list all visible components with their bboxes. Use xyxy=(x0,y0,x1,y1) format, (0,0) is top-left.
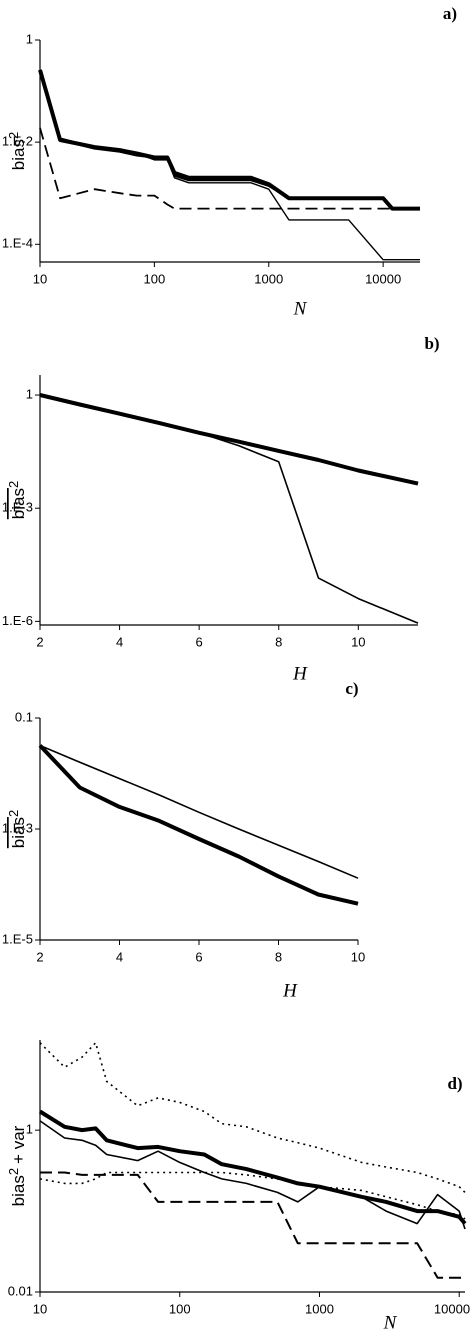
x-tick-label: 4 xyxy=(116,949,123,964)
x-tick-label: 10000 xyxy=(365,271,401,286)
series-line xyxy=(38,69,420,210)
y-tick-label: 1.E-3 xyxy=(2,500,33,515)
x-tick-label: 1000 xyxy=(254,271,283,286)
x-tick-label: 10 xyxy=(33,271,47,286)
y-axis-label: bias2 xyxy=(6,481,28,519)
y-label-text: bias xyxy=(9,1175,28,1206)
x-tick-label: 1000 xyxy=(305,1301,334,1316)
series-line xyxy=(39,69,420,261)
series-line xyxy=(39,1042,466,1193)
series-line xyxy=(39,127,420,210)
y-tick-label: 1 xyxy=(26,1122,33,1137)
series-line xyxy=(38,1109,467,1225)
y-label-text: bias xyxy=(9,817,28,848)
series-line xyxy=(39,1171,466,1220)
y-label-suffix: + var xyxy=(9,1125,28,1164)
y-tick-label: 0.01 xyxy=(8,1283,33,1298)
y-label-sup: 2 xyxy=(6,481,21,488)
x-tick-label: 6 xyxy=(195,949,202,964)
x-tick-label: 4 xyxy=(116,634,123,649)
y-label-text: bias xyxy=(9,488,28,519)
x-tick-label: 8 xyxy=(275,634,282,649)
y-tick-label: 1.E-3 xyxy=(2,820,33,835)
y-label-sup: 2 xyxy=(6,1168,21,1175)
panel-title: d) xyxy=(447,1074,462,1093)
x-axis-label: N xyxy=(293,298,308,319)
x-tick-label: 100 xyxy=(144,271,166,286)
x-tick-label: 10 xyxy=(33,1301,47,1316)
y-axis-label: bias2 xyxy=(6,810,28,848)
x-axis-label: H xyxy=(282,980,298,1001)
panel-title: c) xyxy=(345,679,358,698)
y-tick-label: 0.1 xyxy=(15,709,33,724)
x-tick-label: 8 xyxy=(275,949,282,964)
series-line xyxy=(40,1171,465,1279)
panel-title: b) xyxy=(424,334,439,353)
series-line xyxy=(38,744,359,906)
y-tick-label: 1.E-4 xyxy=(2,236,33,251)
y-tick-label: 1.E-5 xyxy=(2,931,33,946)
y-tick-label: 1.E-2 xyxy=(2,134,33,149)
x-tick-label: 10 xyxy=(351,949,365,964)
y-label-sup: 2 xyxy=(6,132,21,139)
x-axis-label: N xyxy=(383,1312,398,1333)
x-tick-label: 2 xyxy=(36,634,43,649)
series-line xyxy=(38,69,420,211)
x-tick-label: 6 xyxy=(196,634,203,649)
series-line xyxy=(39,1120,466,1230)
y-axis-label: bias2 xyxy=(6,132,28,170)
x-tick-label: 10 xyxy=(351,634,365,649)
y-label-sup: 2 xyxy=(6,810,21,817)
x-tick-label: 2 xyxy=(36,949,43,964)
y-label-text: bias xyxy=(9,139,28,170)
x-tick-label: 10000 xyxy=(434,1301,470,1316)
y-tick-label: 1 xyxy=(26,386,33,401)
panel-title: a) xyxy=(443,4,457,23)
series-line xyxy=(39,394,419,624)
y-axis-label: bias2 + var xyxy=(6,1125,28,1206)
y-tick-label: 1.E-6 xyxy=(2,613,33,628)
x-tick-label: 100 xyxy=(169,1301,191,1316)
series-line xyxy=(39,744,359,879)
x-axis-label: H xyxy=(292,663,308,684)
y-tick-label: 1 xyxy=(26,31,33,46)
